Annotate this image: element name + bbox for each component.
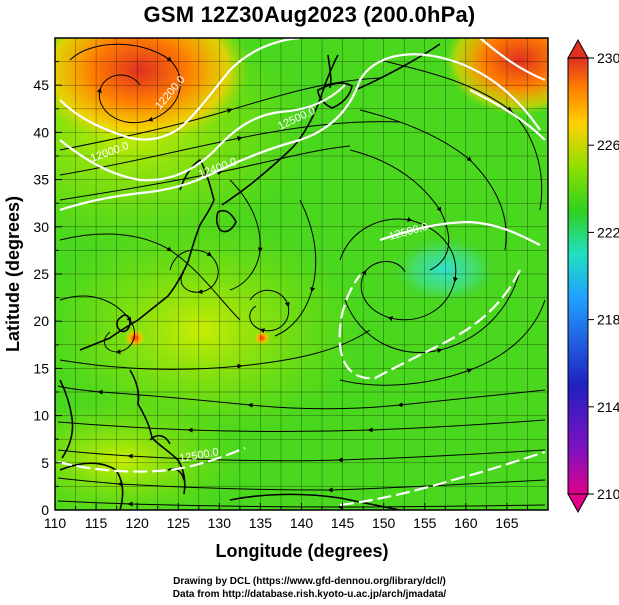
warm-core-northwest [55,38,250,145]
colorbar-top-arrow [567,38,589,59]
contour-line-12500-loop [338,269,521,380]
coastline-japan [221,54,339,206]
coastline-vietnam [59,379,74,459]
colorbar-bottom-arrow [567,493,589,514]
contour-line-12500-south [57,446,246,473]
streamline [59,295,135,355]
y-tick-label: 45 [33,77,49,93]
streamline [274,199,317,337]
colorbar: 230 226 222 218 214 210 [567,38,619,514]
coastline-kyushu [215,209,237,233]
contour-line-12400 [59,53,541,212]
streamline [57,449,546,463]
plot-area: 12000.0 12200.0 12400.0 12500.0 12500.0 … [55,38,548,510]
streamline [339,217,458,322]
streamline [339,299,546,386]
colorbar-body [567,57,589,495]
colorbar-tick-label: 218 [597,312,619,328]
y-axis: 0 5 10 15 20 25 30 35 40 45 [33,61,62,518]
y-tick-label: 20 [33,313,49,329]
x-tick-label: 160 [454,515,478,531]
streamline [59,329,371,370]
y-tick-label: 15 [33,360,49,376]
x-tick-label: 125 [167,515,191,531]
height-contours [57,38,546,507]
streamline [169,249,219,295]
contour-line-12000 [59,38,301,141]
contour-line-ne-2 [469,89,546,141]
streamline [59,145,351,201]
x-tick-label: 165 [495,515,519,531]
streamline [229,179,263,291]
x-tick-label: 145 [331,515,355,531]
coastline-new-guinea [229,493,401,510]
x-tick-label: 120 [125,515,149,531]
y-tick-label: 30 [33,219,49,235]
credit-line-drawing: Drawing by DCL (https://www.gfd-dennou.o… [173,576,446,587]
coastline-sakhalin-kuril [327,43,441,91]
streamline [57,385,546,410]
colorbar-tick-label: 230 [597,50,619,66]
streamlines [57,43,546,510]
streamline [57,500,546,510]
y-axis-label: Latitude (degrees) [3,196,23,352]
streamline [379,59,543,211]
y-tick-label: 25 [33,266,49,282]
streamline [57,477,546,493]
contour-line-12200 [59,84,346,182]
streamline [59,121,401,176]
colorbar-ticks: 230 226 222 218 214 210 [588,50,619,502]
typhoon-core-east [254,331,270,345]
x-tick-label: 110 [44,515,67,531]
streamline [59,233,241,321]
y-tick-label: 40 [33,124,49,140]
x-tick-label: 155 [413,515,437,531]
y-tick-label: 10 [33,408,49,424]
colorbar-tick-label: 222 [597,224,619,240]
colorbar-tick-label: 214 [597,399,619,415]
y-tick-label: 0 [41,502,49,518]
x-axis-label: Longitude (degrees) [215,541,388,561]
credits: Drawing by DCL (https://www.gfd-dennou.o… [0,575,619,601]
warm-patch-central [55,220,360,440]
streamline [344,269,521,354]
x-tick-label: 150 [372,515,396,531]
warm-core-northeast [445,38,548,115]
contour-line-12500-east [379,220,541,246]
y-tick-label: 35 [33,172,49,188]
x-tick-label: 140 [290,515,314,531]
streamline [359,109,507,251]
x-tick-label: 115 [85,515,108,531]
x-tick-label: 135 [249,515,273,531]
cool-spot-east [390,235,500,305]
streamline [59,77,381,151]
y-tick-label: 5 [41,455,49,471]
contour-line-ne [479,38,546,82]
chart-title: GSM 12Z30Aug2023 (200.0hPa) [143,2,476,27]
streamline [57,419,546,433]
colorbar-tick-label: 210 [597,486,619,502]
streamline [69,43,181,124]
colorbar-tick-label: 226 [597,137,619,153]
streamline [249,290,290,334]
x-axis: 110 115 120 125 130 135 140 145 150 155 160 165 [44,503,528,531]
contour-line-12500-southeast [339,450,546,507]
credit-line-data: Data from http://database.rish.kyoto-u.a… [172,589,447,600]
x-tick-label: 130 [208,515,232,531]
